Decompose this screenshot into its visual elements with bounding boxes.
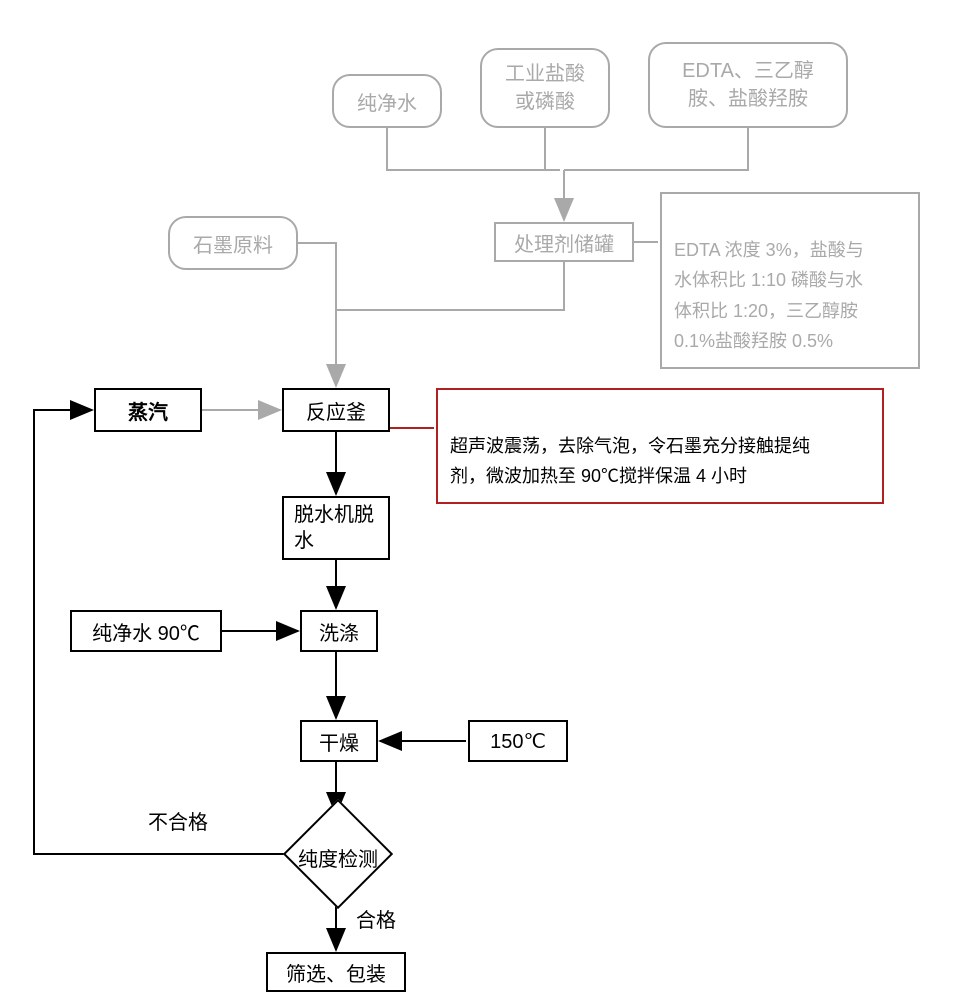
wash-water-step: 纯净水 90℃: [70, 610, 222, 652]
input-edta-label: EDTA、三乙醇 胺、盐酸羟胺: [682, 57, 814, 113]
wash-step: 洗涤: [300, 610, 378, 652]
dry-label: 干燥: [319, 727, 359, 756]
reactor-annotation: 超声波震荡，去除气泡，令石墨充分接触提纯 剂，微波加热至 90℃搅拌保温 4 小…: [436, 388, 884, 504]
dehydrate-step: 脱水机脱 水: [282, 496, 390, 560]
dry-temp-label: 150℃: [490, 729, 546, 754]
final-label: 筛选、包装: [286, 958, 386, 987]
mix-annotation-text: EDTA 浓度 3%，盐酸与 水体积比 1:10 磷酸与水 体积比 1:20，三…: [674, 240, 864, 352]
final-step: 筛选、包装: [266, 952, 406, 992]
input-graphite: 石墨原料: [168, 216, 298, 270]
input-edta: EDTA、三乙醇 胺、盐酸羟胺: [648, 42, 848, 128]
steam-label: 蒸汽: [128, 396, 168, 425]
input-graphite-label: 石墨原料: [193, 229, 273, 258]
input-water-label: 纯净水: [357, 87, 417, 116]
input-water: 纯净水: [332, 74, 442, 128]
steam-step: 蒸汽: [94, 388, 202, 432]
dry-step: 干燥: [300, 720, 378, 762]
wash-water-label: 纯净水 90℃: [92, 617, 200, 646]
treatment-tank-label: 处理剂储罐: [514, 228, 614, 257]
pass-label: 合格: [356, 904, 396, 933]
dehydrate-label: 脱水机脱 水: [294, 502, 374, 554]
wash-label: 洗涤: [319, 617, 359, 646]
input-acid-label: 工业盐酸 或磷酸: [505, 60, 585, 116]
fail-label: 不合格: [148, 806, 208, 835]
reactor-annotation-text: 超声波震荡，去除气泡，令石墨充分接触提纯 剂，微波加热至 90℃搅拌保温 4 小…: [450, 436, 810, 487]
dry-temp: 150℃: [468, 720, 568, 762]
reactor-label: 反应釜: [306, 396, 366, 425]
purity-decision-label: 纯度检测: [288, 843, 388, 872]
reactor-step: 反应釜: [282, 388, 390, 432]
treatment-tank: 处理剂储罐: [494, 222, 634, 262]
mix-annotation: EDTA 浓度 3%，盐酸与 水体积比 1:10 磷酸与水 体积比 1:20，三…: [660, 192, 920, 369]
input-acid: 工业盐酸 或磷酸: [480, 48, 610, 128]
